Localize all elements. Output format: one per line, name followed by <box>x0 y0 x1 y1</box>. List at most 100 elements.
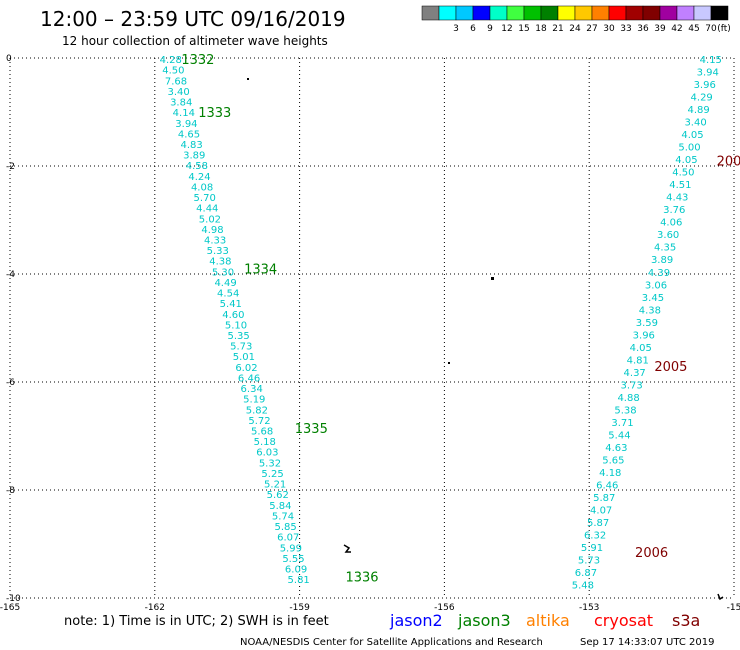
wave-height-value: 6.46 <box>596 480 618 491</box>
x-tick-label: -153 <box>579 603 599 613</box>
colorbar-swatch <box>421 5 440 21</box>
wave-height-value: 6.87 <box>575 568 597 579</box>
wave-height-value: 3.59 <box>636 318 658 329</box>
wave-height-value: 4.50 <box>162 66 184 77</box>
satellite-legend: jason2 jason3 altika cryosat s3a <box>389 611 700 630</box>
wave-height-value: 4.18 <box>599 468 621 479</box>
wave-height-value: 4.89 <box>687 105 709 116</box>
y-tick-label: -10 <box>6 594 21 604</box>
wave-height-value: 4.05 <box>630 343 652 354</box>
wave-height-value: 3.71 <box>611 418 633 429</box>
x-tick-label: -165 <box>0 603 20 613</box>
wave-height-value: 3.89 <box>651 255 673 266</box>
wave-height-value: 5.87 <box>587 518 609 529</box>
wave-height-value: 5.35 <box>227 331 249 342</box>
wave-height-value: 4.49 <box>214 278 236 289</box>
wave-height-value: 4.05 <box>681 130 703 141</box>
wave-height-value: 5.62 <box>267 490 289 501</box>
wave-height-value: 4.33 <box>204 235 226 246</box>
wave-height-value: 3.06 <box>645 280 667 291</box>
wave-height-value: 3.60 <box>657 230 679 241</box>
y-tick-label: 0 <box>6 54 12 64</box>
colorbar-label: 24 <box>569 24 581 34</box>
wave-height-value: 3.96 <box>633 330 655 341</box>
colorbar-swatch <box>472 5 491 21</box>
wave-height-value: 5.00 <box>678 143 700 154</box>
colorbar-swatch <box>693 5 712 21</box>
colorbar-swatch <box>540 5 559 21</box>
series-jason3: 4.284.507.683.403.844.143.944.654.833.89… <box>160 53 379 586</box>
wave-height-value: 4.14 <box>173 108 195 119</box>
colorbar-swatch <box>625 5 644 21</box>
colorbar-swatch <box>574 5 593 21</box>
wave-height-value: 4.63 <box>605 443 627 454</box>
wave-height-value: 4.37 <box>624 368 646 379</box>
time-label: 1336 <box>345 570 378 585</box>
x-tick-label: -162 <box>145 603 165 613</box>
wave-height-value: 5.70 <box>194 193 216 204</box>
colorbar: 3 6 9 12 15 18 21 24 27 30 33 36 39 42 45 70 (ft) <box>421 5 731 34</box>
wave-height-value: 4.50 <box>672 168 694 179</box>
wave-height-value: 4.29 <box>691 93 713 104</box>
grid-lines <box>9 57 735 599</box>
wave-height-value: 3.84 <box>170 98 192 109</box>
footnote: note: 1) Time is in UTC; 2) SWH is in fe… <box>64 614 329 629</box>
colorbar-label: 70 <box>705 24 717 34</box>
wave-height-value: 5.84 <box>269 501 291 512</box>
colorbar-swatch <box>557 5 576 21</box>
legend-altika: altika <box>526 611 570 630</box>
wave-height-value: 5.74 <box>272 511 294 522</box>
wave-height-value: 4.08 <box>191 182 213 193</box>
y-tick-label: -8 <box>6 486 15 496</box>
colorbar-swatch <box>710 5 729 21</box>
colorbar-swatch <box>591 5 610 21</box>
wave-height-value: 3.40 <box>684 118 706 129</box>
wave-height-value: 5.18 <box>254 437 276 448</box>
wave-height-value: 6.07 <box>277 533 299 544</box>
x-tick-label: -159 <box>289 603 310 613</box>
wave-height-value: 5.73 <box>578 555 600 566</box>
wave-height-value: 4.38 <box>639 305 661 316</box>
wave-height-value: 5.81 <box>288 575 310 586</box>
wave-height-value: 3.73 <box>620 380 642 391</box>
colorbar-swatch <box>608 5 627 21</box>
wave-height-value: 4.58 <box>186 161 208 172</box>
colorbar-label: 42 <box>671 24 682 34</box>
wave-height-value: 5.01 <box>233 352 255 363</box>
wave-height-value: 5.87 <box>593 493 615 504</box>
colorbar-label: 30 <box>603 24 615 34</box>
wave-height-value: 5.19 <box>243 395 265 406</box>
series-layer: 4.284.507.683.403.844.143.944.654.833.89… <box>160 53 740 591</box>
wave-height-value: 5.73 <box>230 342 252 353</box>
colorbar-label: 27 <box>586 24 597 34</box>
wave-height-value: 5.44 <box>608 430 630 441</box>
wave-height-value: 4.88 <box>617 393 639 404</box>
colorbar-swatch <box>523 5 542 21</box>
series-s3a: 4.153.943.964.294.893.404.055.004.054.50… <box>572 55 740 591</box>
wave-height-value: 5.82 <box>246 405 268 416</box>
wave-height-value: 3.96 <box>694 80 716 91</box>
time-label: 1333 <box>198 106 231 121</box>
y-tick-label: -4 <box>6 270 15 280</box>
colorbar-unit: (ft) <box>717 24 731 34</box>
wave-height-value: 4.81 <box>627 355 649 366</box>
wave-height-value: 5.38 <box>614 405 636 416</box>
x-tick-label: -156 <box>434 603 455 613</box>
wave-height-value: 5.02 <box>199 214 221 225</box>
colorbar-label: 6 <box>470 24 476 34</box>
y-tick-label: -2 <box>6 162 15 172</box>
time-label: 1334 <box>244 263 277 278</box>
colorbar-swatch <box>438 5 457 21</box>
wave-height-value: 3.76 <box>663 205 685 216</box>
wave-height-value: 5.25 <box>261 469 283 480</box>
wave-height-value: 4.54 <box>217 289 239 300</box>
colorbar-label: 12 <box>501 24 512 34</box>
colorbar-label: 9 <box>487 24 493 34</box>
wave-height-value: 4.98 <box>201 225 223 236</box>
timestamp-text: Sep 17 14:33:07 UTC 2019 <box>580 637 714 648</box>
colorbar-label: 39 <box>654 24 666 34</box>
colorbar-label: 15 <box>518 24 529 34</box>
colorbar-swatch <box>676 5 695 21</box>
wave-height-value: 5.55 <box>282 554 304 565</box>
